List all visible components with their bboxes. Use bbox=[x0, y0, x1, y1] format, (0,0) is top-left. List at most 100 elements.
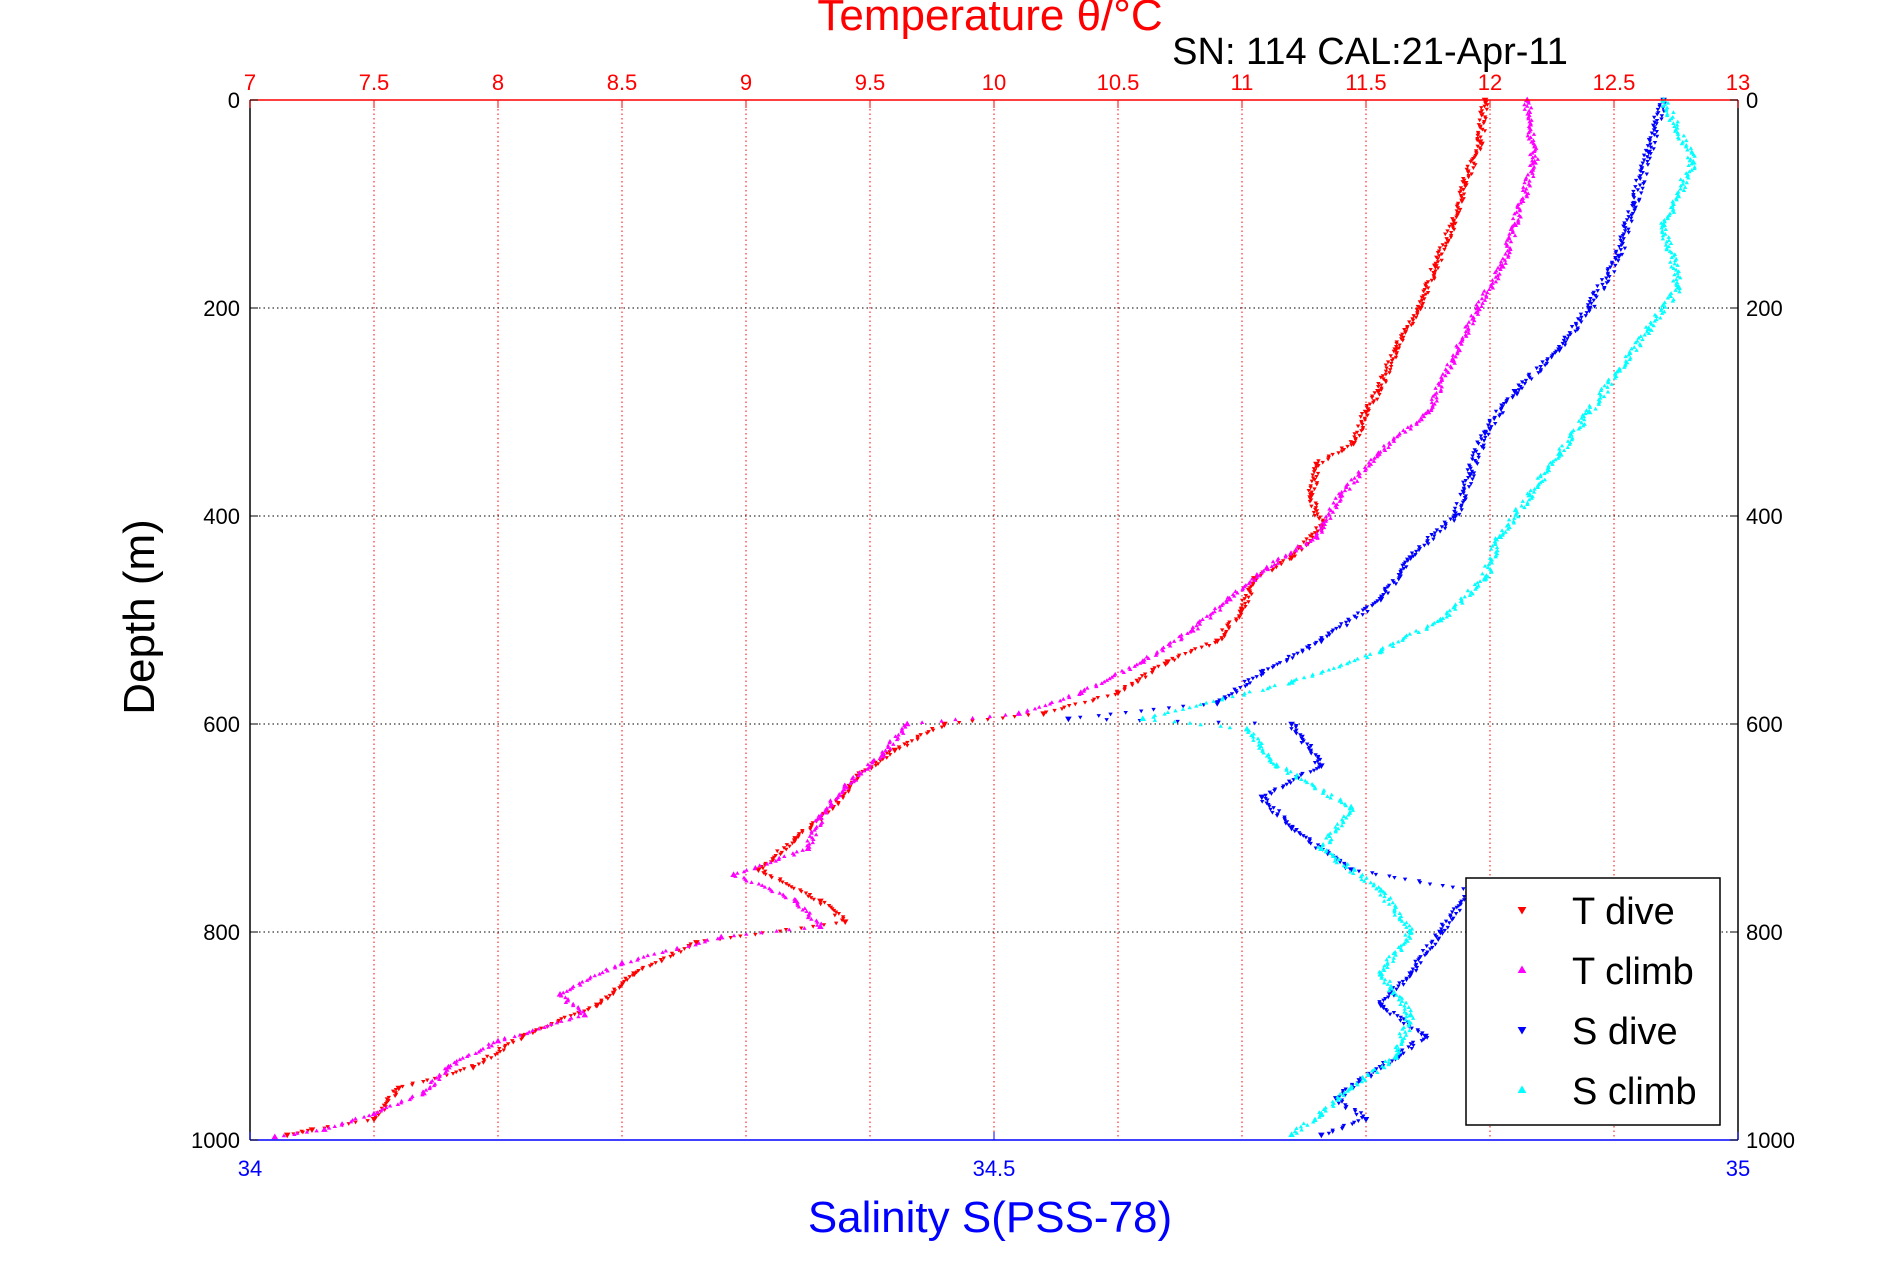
data-point-interp bbox=[1316, 517, 1322, 521]
data-point-interp bbox=[1503, 261, 1508, 265]
data-point-interp bbox=[1143, 675, 1148, 680]
data-point-interp bbox=[1674, 196, 1679, 200]
data-point-interp bbox=[1026, 713, 1031, 718]
data-point-interp bbox=[1341, 863, 1347, 868]
data-point-interp bbox=[1654, 122, 1659, 126]
data-point-interp bbox=[1485, 565, 1491, 570]
data-point-interp bbox=[1419, 303, 1425, 308]
data-point-interp bbox=[1442, 526, 1448, 531]
data-point-interp bbox=[1294, 775, 1299, 780]
data-point-interp bbox=[1392, 876, 1397, 880]
data-point-interp bbox=[1328, 831, 1333, 835]
data-point-interp bbox=[353, 1116, 358, 1121]
data-point-interp bbox=[1526, 100, 1531, 105]
salinity-tick-label: 34 bbox=[238, 1156, 262, 1181]
data-point-interp bbox=[1003, 712, 1008, 717]
temperature-tick-label: 9.5 bbox=[855, 70, 886, 95]
data-point-interp bbox=[1508, 239, 1514, 244]
data-point-interp bbox=[1247, 681, 1253, 686]
data-point-interp bbox=[1688, 146, 1694, 150]
data-point-interp bbox=[1561, 448, 1567, 453]
temperature-tick-label: 7 bbox=[244, 70, 256, 95]
data-point-interp bbox=[1407, 320, 1412, 325]
data-point-interp bbox=[1576, 426, 1582, 431]
data-point-interp bbox=[1246, 678, 1251, 682]
data-point-interp bbox=[1493, 279, 1499, 284]
data-point-interp bbox=[1146, 656, 1151, 661]
data-point-interp bbox=[1426, 542, 1431, 546]
data-point-interp bbox=[1160, 648, 1166, 653]
data-point-interp bbox=[1465, 588, 1471, 593]
data-point-interp bbox=[1508, 247, 1513, 251]
data-point-interp bbox=[1448, 230, 1454, 235]
data-point-interp bbox=[1490, 278, 1495, 282]
data-point-interp bbox=[1362, 418, 1368, 422]
data-point-interp bbox=[1193, 647, 1198, 651]
data-point-interp bbox=[831, 908, 837, 913]
data-point-interp bbox=[1513, 513, 1518, 517]
data-point-interp bbox=[578, 982, 583, 987]
data-point-interp bbox=[1347, 806, 1353, 811]
data-point-interp bbox=[454, 1070, 459, 1075]
data-point-interp bbox=[733, 874, 738, 878]
data-point-interp bbox=[1645, 159, 1650, 164]
data-point-interp bbox=[1636, 335, 1641, 340]
data-point-interp bbox=[660, 950, 665, 955]
data-point-interp bbox=[1466, 331, 1471, 335]
data-point-interp bbox=[1492, 270, 1498, 275]
data-point-interp bbox=[1659, 114, 1665, 118]
data-point-interp bbox=[1414, 965, 1420, 970]
data-point-interp bbox=[1308, 841, 1313, 846]
data-point-interp bbox=[1388, 365, 1394, 369]
data-point-interp bbox=[1379, 976, 1384, 980]
data-point-interp bbox=[1557, 446, 1562, 451]
data-point-interp bbox=[1142, 672, 1148, 677]
data-point-interp bbox=[812, 827, 817, 832]
data-point-interp bbox=[1640, 186, 1645, 191]
data-point-interp bbox=[325, 1125, 330, 1129]
data-point-interp bbox=[1243, 594, 1249, 598]
data-point-interp bbox=[1485, 103, 1490, 107]
data-point-interp bbox=[1365, 609, 1370, 614]
data-point-interp bbox=[1659, 225, 1664, 230]
data-point-interp bbox=[1372, 1067, 1377, 1071]
data-point-interp bbox=[1293, 548, 1299, 553]
data-point-interp bbox=[1264, 753, 1270, 758]
data-point-interp bbox=[1560, 341, 1565, 346]
data-point-interp bbox=[1411, 314, 1416, 318]
data-point-interp bbox=[1339, 1100, 1345, 1104]
data-point-interp bbox=[1574, 323, 1579, 328]
data-point-interp bbox=[1444, 611, 1450, 616]
data-point-interp bbox=[1485, 290, 1490, 295]
data-point-interp bbox=[836, 912, 842, 916]
data-point-interp bbox=[1301, 675, 1307, 680]
data-point-interp bbox=[1453, 607, 1458, 611]
data-point-interp bbox=[1663, 305, 1668, 309]
data-point-interp bbox=[756, 881, 762, 886]
data-point-interp bbox=[1393, 1056, 1399, 1060]
data-point-interp bbox=[421, 1080, 426, 1084]
data-point-interp bbox=[1464, 334, 1469, 338]
data-point-interp bbox=[1659, 306, 1664, 311]
data-point-interp bbox=[1269, 568, 1275, 573]
data-point-interp bbox=[856, 773, 861, 778]
data-point-interp bbox=[1352, 432, 1357, 437]
data-point bbox=[1437, 616, 1444, 623]
data-point-interp bbox=[1660, 230, 1665, 235]
data-point-interp bbox=[1514, 210, 1519, 214]
data-point-interp bbox=[1579, 315, 1584, 320]
data-point-interp bbox=[1663, 242, 1669, 247]
data-point-interp bbox=[1434, 935, 1439, 939]
data-point-interp bbox=[1399, 948, 1404, 953]
data-point bbox=[321, 1126, 328, 1132]
data-point-interp bbox=[1232, 593, 1237, 598]
data-point-interp bbox=[1435, 250, 1441, 255]
data-point bbox=[1377, 887, 1385, 893]
data-point-interp bbox=[1321, 525, 1327, 530]
data-point-interp bbox=[1510, 395, 1515, 400]
data-point-interp bbox=[1674, 197, 1679, 202]
data-point-interp bbox=[1354, 1112, 1359, 1117]
data-point-interp bbox=[682, 947, 687, 951]
data-point-interp bbox=[1379, 974, 1385, 979]
data-point-interp bbox=[1609, 382, 1615, 386]
